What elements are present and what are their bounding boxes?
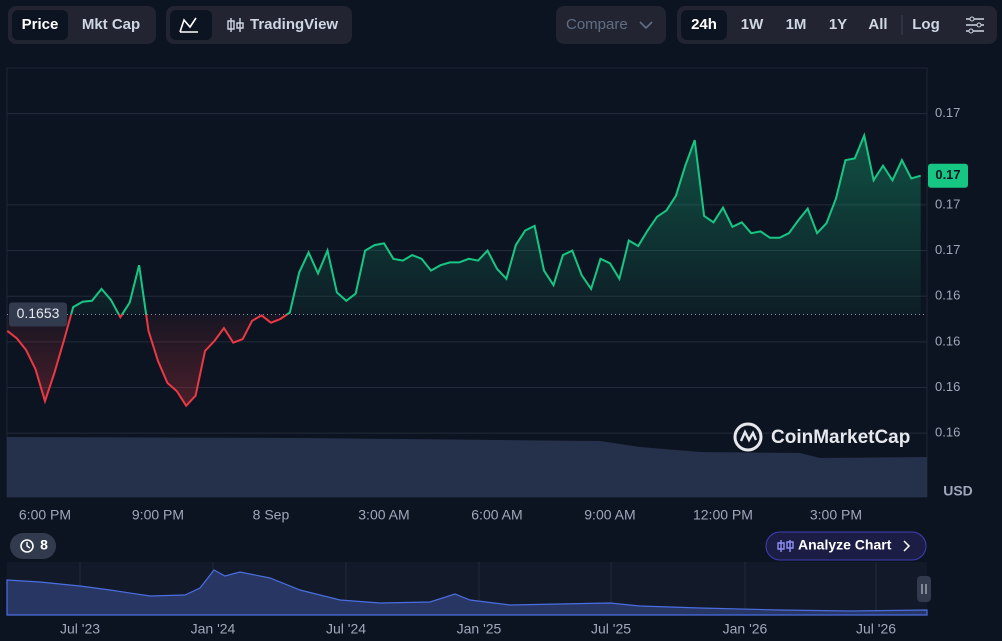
handle-grip <box>921 584 927 594</box>
x-tick-label: 3:00 PM <box>810 507 862 523</box>
y-tick-label: 0.16 <box>935 425 960 440</box>
y-tick-label: 0.16 <box>935 288 960 303</box>
last-price-tag <box>928 163 968 188</box>
navigator-label: Jan '26 <box>723 621 768 637</box>
range-selected <box>681 10 727 40</box>
mkt-cap-button[interactable]: Mkt Cap <box>82 16 140 33</box>
log-button[interactable]: Log <box>912 16 940 33</box>
settings-knob <box>968 28 974 34</box>
analyze-chevron <box>903 540 911 552</box>
chart-style-switch <box>166 6 352 44</box>
settings-knob <box>969 16 975 22</box>
tradingview-button[interactable]: TradingView <box>250 16 338 33</box>
range-button[interactable]: All <box>868 16 887 33</box>
events-count: 8 <box>40 537 48 553</box>
compare-label: Compare <box>566 16 628 33</box>
y-unit: USD <box>943 483 973 499</box>
y-tick-label: 0.17 <box>935 196 960 211</box>
range-button[interactable]: 1Y <box>829 16 847 33</box>
history-icon <box>20 539 34 553</box>
navigator-label: Jan '25 <box>457 621 502 637</box>
analyze-label: Analyze Chart <box>798 537 892 553</box>
compare-button[interactable] <box>556 6 666 44</box>
history-hand <box>26 542 31 549</box>
baseline-tag <box>9 302 67 327</box>
range-button[interactable]: 1W <box>741 16 764 33</box>
price-area <box>7 135 921 406</box>
watermark: CoinMarketCap <box>771 427 910 448</box>
x-tick-label: 8 Sep <box>253 507 290 523</box>
x-tick-label: 6:00 PM <box>19 507 71 523</box>
navigator-handle[interactable] <box>917 576 931 602</box>
baseline-label: 0.1653 <box>17 305 60 321</box>
navigator-label: Jul '23 <box>60 621 100 637</box>
navigator-label: Jul '24 <box>326 621 366 637</box>
y-tick-label: 0.17 <box>935 105 960 120</box>
watermark-logo <box>733 422 763 452</box>
chevron <box>639 21 653 30</box>
y-tick-label: 0.16 <box>935 333 960 348</box>
navigator-label: Jan '24 <box>191 621 236 637</box>
watermark-logo-mark <box>739 429 758 443</box>
price-line <box>6 132 921 408</box>
y-tick-label: 0.17 <box>935 242 960 257</box>
analyze-icon <box>777 540 794 552</box>
settings-knob <box>976 22 982 28</box>
price-label: Price <box>22 16 59 33</box>
volume-area <box>7 437 927 497</box>
x-tick-label: 9:00 PM <box>132 507 184 523</box>
x-tick-label: 3:00 AM <box>358 507 409 523</box>
candle-icon <box>227 18 244 32</box>
navigator-overview <box>6 569 928 616</box>
navigator-label: Jul '25 <box>591 621 631 637</box>
y-tick-label: 0.16 <box>935 379 960 394</box>
last-price: 0.17 <box>935 167 960 182</box>
x-tick-label: 9:00 AM <box>584 507 635 523</box>
range-button[interactable]: 1M <box>786 16 807 33</box>
x-tick-label: 12:00 PM <box>693 507 753 523</box>
range-button[interactable]: 24h <box>691 16 717 33</box>
line-icon <box>179 17 198 33</box>
analyze-button[interactable] <box>765 531 927 561</box>
price-button[interactable] <box>12 10 68 40</box>
navigator-label: Jul '26 <box>856 621 896 637</box>
range-switch <box>677 6 997 44</box>
x-tick-label: 6:00 AM <box>471 507 522 523</box>
